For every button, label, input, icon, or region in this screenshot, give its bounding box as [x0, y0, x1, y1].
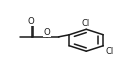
Text: Cl: Cl	[81, 19, 89, 28]
Text: O: O	[44, 28, 50, 37]
Text: Cl: Cl	[105, 47, 113, 56]
Text: O: O	[27, 17, 34, 26]
